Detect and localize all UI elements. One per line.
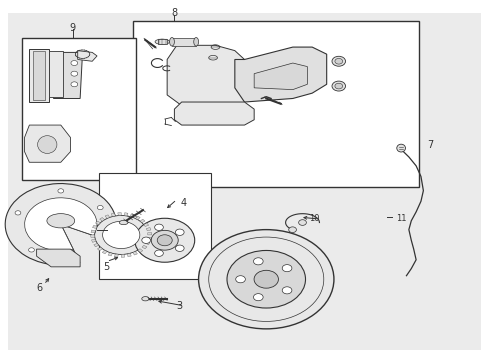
Text: 7: 7: [427, 140, 433, 149]
Polygon shape: [140, 219, 145, 223]
Polygon shape: [138, 249, 142, 252]
Polygon shape: [91, 230, 95, 233]
Polygon shape: [174, 102, 254, 125]
Bar: [99, 173, 210, 279]
Polygon shape: [29, 49, 49, 102]
Polygon shape: [147, 233, 151, 235]
Bar: [22, 38, 136, 180]
Circle shape: [175, 245, 184, 251]
Polygon shape: [37, 249, 80, 267]
Text: 4: 4: [181, 198, 187, 208]
Circle shape: [154, 224, 163, 230]
Circle shape: [142, 237, 150, 243]
Polygon shape: [78, 51, 97, 61]
Wedge shape: [24, 198, 97, 251]
Polygon shape: [142, 245, 147, 249]
Ellipse shape: [142, 297, 149, 301]
Circle shape: [198, 230, 333, 329]
Polygon shape: [234, 47, 326, 102]
Polygon shape: [91, 239, 96, 242]
Bar: [158, 39, 166, 44]
Polygon shape: [121, 254, 124, 257]
Polygon shape: [167, 45, 244, 113]
Polygon shape: [33, 51, 45, 100]
Polygon shape: [108, 252, 112, 256]
Polygon shape: [114, 254, 118, 257]
Polygon shape: [92, 225, 97, 229]
Circle shape: [71, 60, 78, 66]
Ellipse shape: [193, 37, 198, 46]
Polygon shape: [91, 235, 95, 238]
Text: 8: 8: [171, 8, 177, 18]
Circle shape: [71, 71, 78, 76]
Circle shape: [253, 258, 263, 265]
Polygon shape: [49, 51, 63, 97]
Polygon shape: [132, 251, 137, 255]
Circle shape: [175, 229, 184, 235]
Polygon shape: [135, 216, 140, 220]
Text: 11: 11: [396, 215, 406, 224]
Circle shape: [282, 287, 291, 294]
Circle shape: [226, 251, 305, 308]
Circle shape: [135, 218, 194, 262]
Circle shape: [151, 230, 178, 250]
Polygon shape: [254, 63, 307, 90]
Polygon shape: [105, 215, 109, 219]
Circle shape: [154, 250, 163, 256]
Circle shape: [253, 294, 263, 301]
Polygon shape: [147, 237, 151, 240]
Text: 9: 9: [70, 23, 76, 33]
Ellipse shape: [334, 83, 342, 89]
Circle shape: [28, 248, 34, 252]
Circle shape: [288, 227, 296, 233]
Text: 5: 5: [103, 262, 110, 272]
Polygon shape: [24, 125, 70, 162]
Ellipse shape: [119, 220, 128, 225]
Ellipse shape: [38, 136, 57, 153]
Wedge shape: [5, 184, 116, 265]
Circle shape: [15, 211, 21, 215]
Ellipse shape: [155, 39, 169, 44]
Ellipse shape: [331, 81, 345, 91]
Polygon shape: [100, 217, 104, 221]
Polygon shape: [97, 247, 102, 251]
Polygon shape: [111, 213, 115, 216]
Circle shape: [71, 82, 78, 87]
Ellipse shape: [47, 213, 75, 228]
Ellipse shape: [331, 56, 345, 66]
Text: 1: 1: [277, 287, 283, 297]
Circle shape: [157, 235, 172, 246]
Polygon shape: [118, 213, 121, 216]
Polygon shape: [130, 214, 134, 217]
Polygon shape: [124, 213, 128, 216]
Text: 10: 10: [309, 215, 319, 224]
Bar: [133, 21, 418, 187]
Circle shape: [282, 265, 291, 272]
Ellipse shape: [334, 58, 342, 64]
Polygon shape: [102, 250, 107, 254]
Circle shape: [97, 206, 103, 210]
Text: 6: 6: [36, 283, 42, 293]
Circle shape: [95, 215, 147, 255]
Circle shape: [58, 189, 63, 193]
Ellipse shape: [396, 144, 405, 152]
Polygon shape: [146, 228, 151, 231]
Polygon shape: [145, 241, 150, 245]
Polygon shape: [94, 243, 99, 247]
Circle shape: [254, 270, 278, 288]
Polygon shape: [127, 253, 131, 257]
Polygon shape: [143, 223, 148, 226]
Circle shape: [235, 276, 245, 283]
Circle shape: [298, 220, 306, 225]
Polygon shape: [53, 53, 82, 99]
Bar: [172, 37, 196, 46]
Ellipse shape: [169, 37, 174, 46]
Circle shape: [102, 221, 140, 249]
Polygon shape: [95, 221, 100, 225]
Text: 3: 3: [176, 301, 182, 311]
Text: 2: 2: [94, 225, 100, 235]
